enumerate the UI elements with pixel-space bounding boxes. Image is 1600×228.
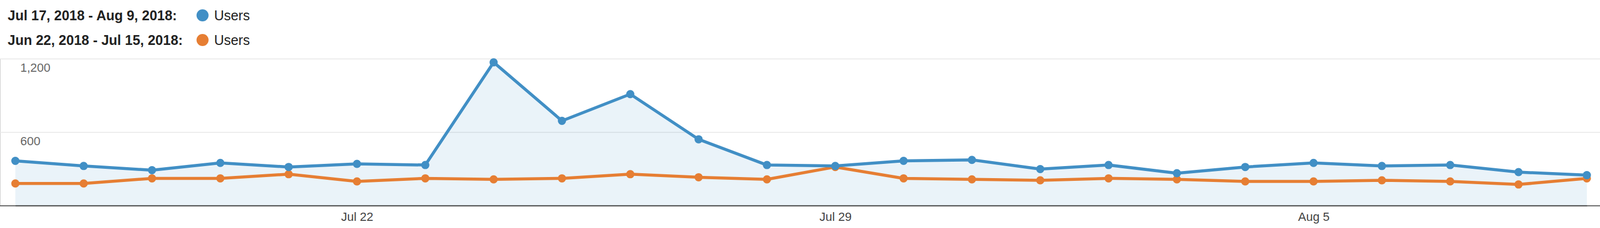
x-tick-label: Jul 22 (341, 209, 374, 224)
baseline (0, 205, 1600, 207)
legend-entry: Users (214, 7, 250, 24)
marker (1446, 161, 1455, 170)
marker (1241, 177, 1250, 186)
marker (694, 135, 703, 144)
x-tick: Jul 22 (341, 205, 374, 224)
y-axis-line (0, 59, 1600, 207)
marker (11, 156, 20, 165)
marker (831, 161, 840, 170)
marker (1446, 177, 1455, 186)
marker (1514, 168, 1523, 177)
x-axis-line (15, 205, 1588, 207)
legend: Jul 17, 2018 - Aug 9, 2018: Jun 22, 2018 … (7, 7, 250, 48)
markers (11, 58, 1592, 180)
marker (489, 175, 498, 184)
marker (284, 169, 293, 179)
marker (421, 174, 430, 183)
marker (1309, 177, 1318, 186)
line (15, 167, 1587, 185)
grid-line (0, 58, 1600, 60)
plot-area (11, 58, 1592, 206)
marker (557, 174, 567, 183)
legend-label: Jul 17, 2018 - Aug 9, 2018: (7, 7, 177, 24)
marker (489, 58, 498, 67)
legend-entry: Users (214, 32, 250, 48)
marker (352, 177, 362, 186)
y-tick: 1,200 (0, 59, 1600, 75)
marker (626, 169, 635, 179)
marker (1104, 174, 1113, 183)
x-tick-label: Jul 29 (819, 209, 852, 224)
marker (79, 161, 88, 170)
marker (557, 116, 567, 125)
marker (1241, 162, 1250, 171)
marker (967, 175, 976, 184)
marker (899, 174, 908, 183)
marker (1583, 170, 1592, 180)
chart: 600 1,200 Jul 22 Jul 29 Aug 5 Jul 17, 2018 - … (0, 0, 1600, 228)
marker (967, 155, 976, 164)
line (15, 62, 1587, 176)
marker (147, 166, 157, 175)
y-axis: 600 1,200 (0, 59, 1600, 207)
marker (1104, 161, 1113, 170)
marker (147, 174, 157, 183)
legend-swatch (196, 33, 209, 47)
marker (11, 179, 20, 188)
marker (216, 158, 225, 168)
marker (1377, 175, 1386, 185)
y-tick: 600 (0, 132, 1600, 148)
legend-label: Jun 22, 2018 - Jul 15, 2018: (7, 32, 184, 48)
marker (1377, 161, 1386, 170)
x-tick: Aug 5 (1298, 205, 1330, 224)
legend-swatch (196, 9, 209, 22)
marker (352, 160, 362, 169)
x-tick: Jul 29 (819, 205, 852, 224)
grid-line (0, 132, 1600, 134)
x-axis: Jul 22 Jul 29 Aug 5 (15, 205, 1588, 224)
marker (762, 161, 771, 170)
marker (1309, 158, 1318, 168)
y-tick-label: 600 (20, 134, 41, 148)
marker (421, 161, 430, 170)
y-tick-label: 1,200 (20, 60, 51, 75)
marker (1172, 169, 1181, 178)
marker (1036, 164, 1045, 174)
marker (79, 179, 88, 188)
marker (694, 173, 703, 182)
marker (626, 89, 635, 99)
marker (899, 156, 908, 165)
area (15, 62, 1587, 206)
marker (216, 174, 225, 183)
marker (762, 175, 771, 184)
marker (1514, 180, 1523, 189)
x-tick-label: Aug 5 (1298, 209, 1330, 224)
marker (284, 162, 293, 171)
marker (1036, 175, 1045, 185)
